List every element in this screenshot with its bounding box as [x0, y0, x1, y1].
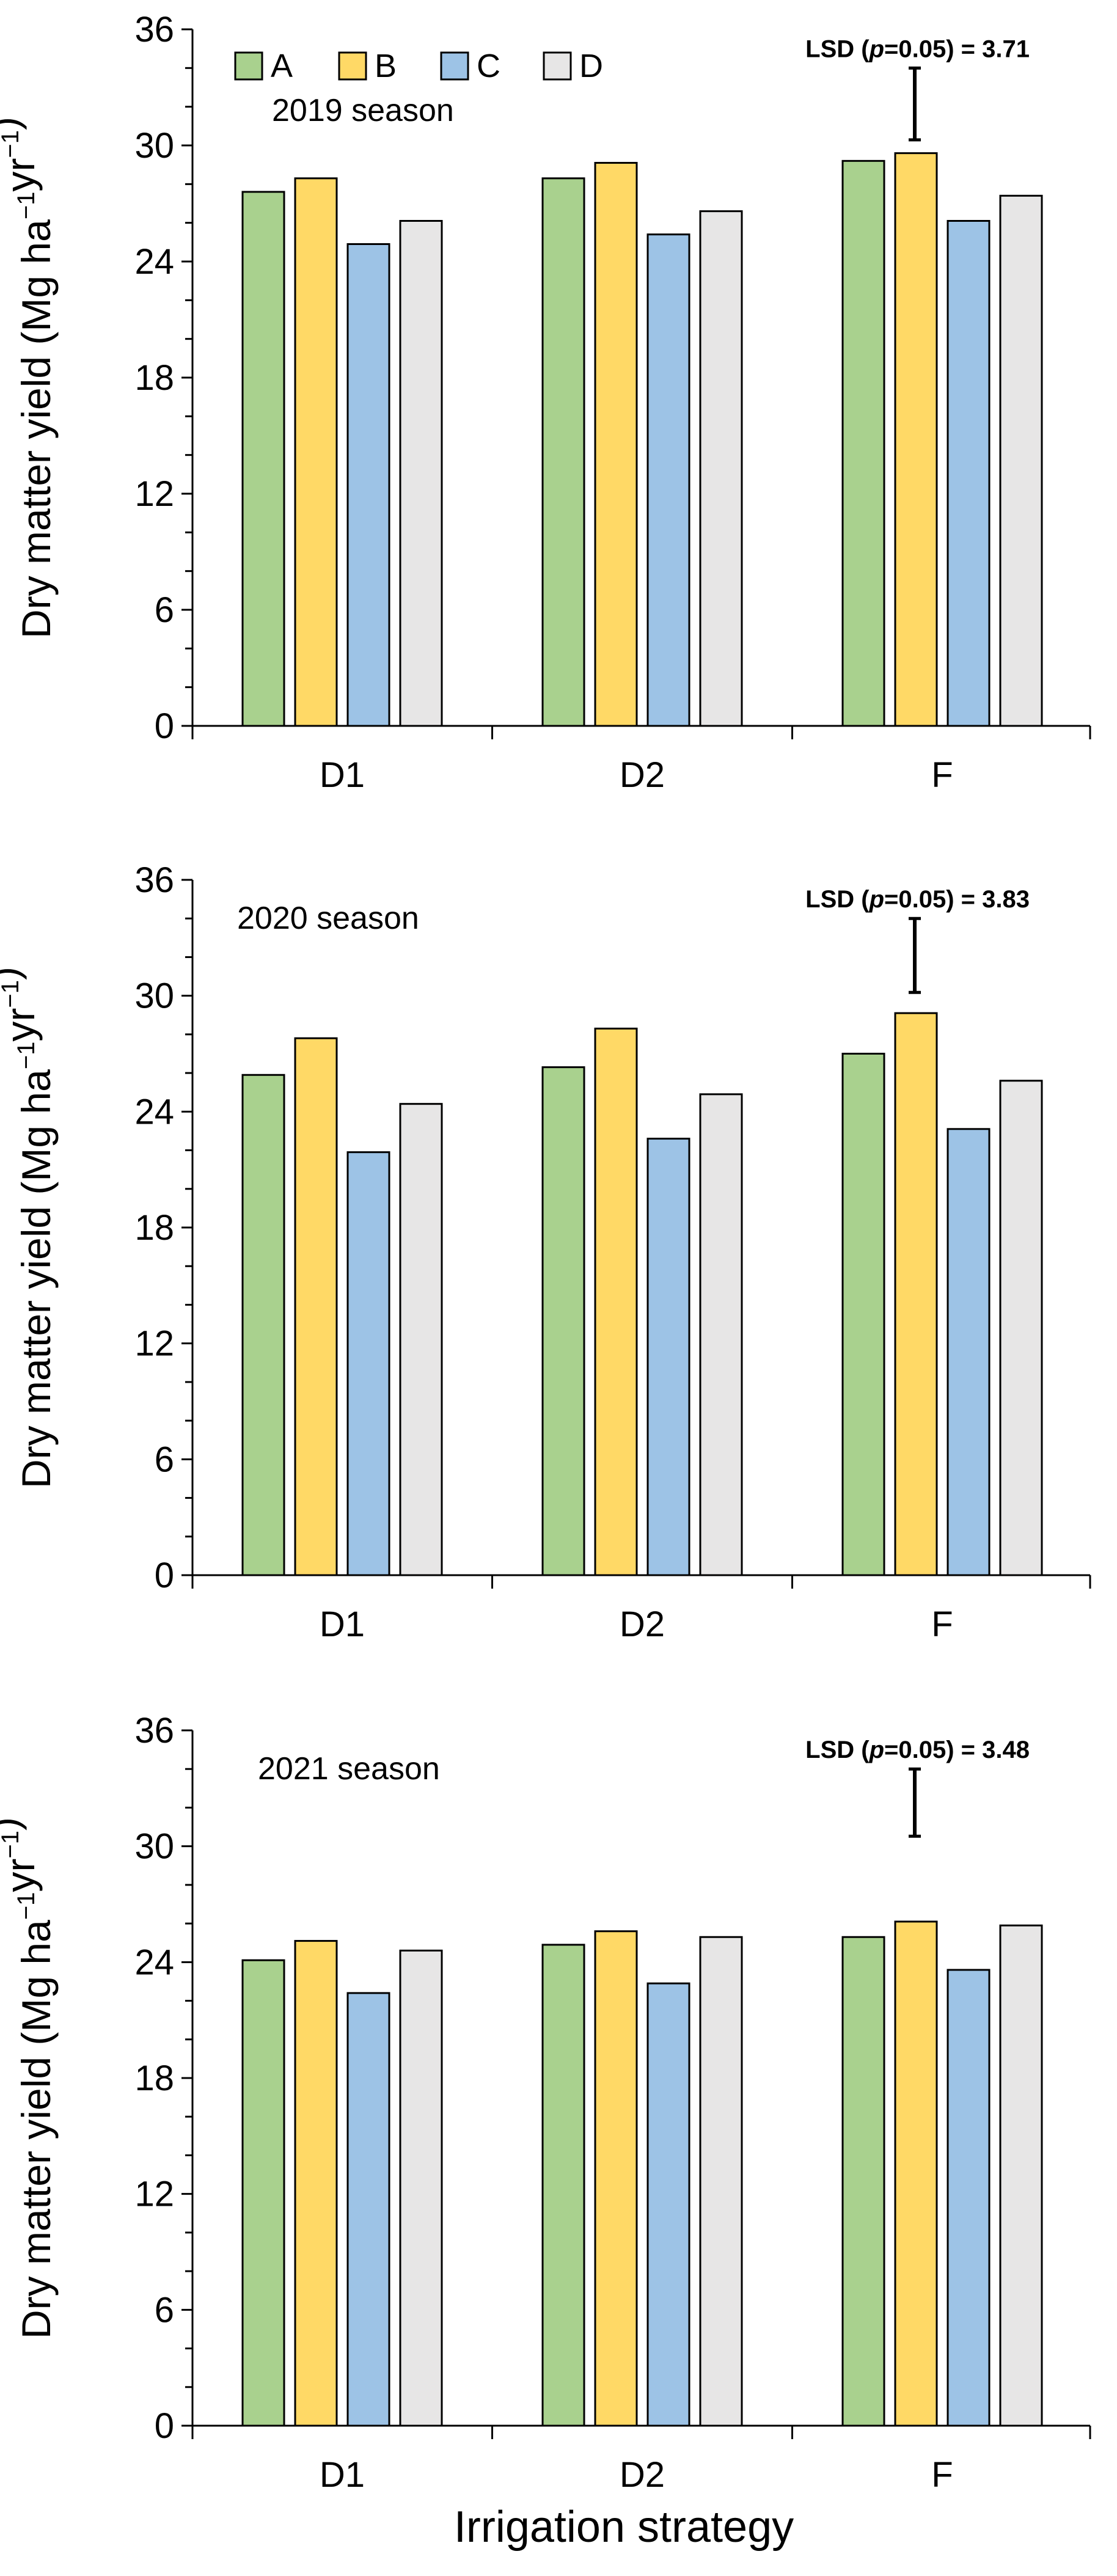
bar-B-F: [894, 1012, 938, 1576]
y-tick-label: 30: [134, 126, 174, 166]
x-tick-label: F: [931, 755, 953, 795]
y-tick-label: 18: [134, 2058, 174, 2098]
bar-C-D1: [346, 243, 390, 727]
legend-swatch-D: [543, 51, 572, 81]
y-tick-label: 24: [134, 1942, 174, 1982]
bar-C-F: [947, 1128, 991, 1576]
bar-C-D1: [346, 1992, 390, 2427]
bar-A-D2: [541, 1944, 585, 2427]
bar-C-D2: [646, 1138, 690, 1576]
season-label: 2021 season: [258, 1751, 440, 1787]
legend: A B C D: [234, 48, 603, 84]
legend-label-C: C: [477, 48, 500, 84]
legend-swatch-C: [440, 51, 469, 81]
x-axis-label: Irrigation strategy: [454, 2503, 794, 2552]
y-axis-label: Dry matter yield (Mg ha−1yr−1): [0, 967, 59, 1488]
x-tick-label: D2: [620, 755, 665, 795]
y-tick-label: 12: [134, 474, 174, 514]
bar-B-D2: [594, 1027, 638, 1576]
y-tick-label: 6: [155, 2290, 174, 2330]
y-tick-label: 24: [134, 1092, 174, 1132]
bar-B-D2: [594, 162, 638, 727]
lsd-label: LSD (p=0.05) = 3.83: [805, 886, 1030, 913]
bar-A-D1: [241, 1074, 285, 1576]
y-tick-label: 12: [134, 2175, 174, 2214]
y-tick-label: 36: [134, 860, 174, 900]
bar-D-D1: [399, 220, 443, 727]
lsd-label: LSD (p=0.05) = 3.48: [805, 1736, 1030, 1763]
bar-D-F: [999, 1924, 1043, 2427]
x-tick-label: D2: [620, 2455, 665, 2495]
chart-panel-3: 0 6 12 18 24 30 36 D1 D2 F Dry matter yield (Mg ha…: [0, 1711, 1091, 2495]
bar-D-D2: [699, 210, 743, 727]
legend-label-A: A: [271, 48, 293, 84]
bar-D-D1: [399, 1949, 443, 2427]
legend-label-B: B: [375, 48, 397, 84]
bar-D-D2: [699, 1093, 743, 1576]
bar-B-D1: [294, 1940, 338, 2427]
chart-panel-1: 0 6 12 18 24 30 36 D1 D2 F Dry matter yield (Mg ha…: [0, 10, 1091, 795]
bar-D-D1: [399, 1103, 443, 1576]
bar-C-F: [947, 1969, 991, 2427]
y-axis-label: Dry matter yield (Mg ha−1yr−1): [0, 1817, 59, 2339]
legend-swatch-A: [234, 51, 263, 81]
bar-D-D2: [699, 1936, 743, 2427]
bar-C-F: [947, 220, 991, 727]
bar-B-D1: [294, 177, 338, 727]
x-tick-label: F: [931, 1605, 953, 1644]
chart-panel-2: 0 6 12 18 24 30 36 D1 D2 F Dry matter yield (Mg ha…: [0, 860, 1091, 1644]
bar-B-F: [894, 1920, 938, 2427]
season-label: 2020 season: [237, 901, 419, 936]
x-tick-label: D2: [620, 1605, 665, 1644]
x-tick-label: F: [931, 2455, 953, 2495]
bar-A-F: [841, 1053, 885, 1576]
bar-C-D1: [346, 1151, 390, 1576]
y-tick-label: 36: [134, 10, 174, 49]
x-tick-label: D1: [320, 755, 365, 795]
bar-D-F: [999, 1080, 1043, 1576]
bar-A-D1: [241, 1959, 285, 2427]
bar-A-D2: [541, 177, 585, 727]
y-tick-label: 0: [155, 2406, 174, 2446]
y-tick-label: 12: [134, 1324, 174, 1364]
bar-A-F: [841, 159, 885, 727]
y-tick-label: 6: [155, 590, 174, 630]
legend-label-D: D: [579, 48, 603, 84]
y-tick-label: 24: [134, 242, 174, 282]
bar-D-F: [999, 194, 1043, 727]
y-tick-label: 6: [155, 1440, 174, 1479]
y-tick-label: 0: [155, 706, 174, 746]
y-tick-label: 18: [134, 358, 174, 398]
bar-A-D2: [541, 1066, 585, 1576]
y-tick-label: 0: [155, 1556, 174, 1595]
y-tick-label: 30: [134, 976, 174, 1016]
bar-A-F: [841, 1936, 885, 2427]
bar-B-D2: [594, 1930, 638, 2427]
y-axis-label: Dry matter yield (Mg ha−1yr−1): [0, 117, 59, 639]
lsd-label: LSD (p=0.05) = 3.71: [805, 35, 1030, 62]
y-tick-label: 18: [134, 1208, 174, 1248]
y-tick-label: 30: [134, 1827, 174, 1867]
bar-B-D1: [294, 1037, 338, 1576]
x-tick-label: D1: [320, 2455, 365, 2495]
x-tick-label: D1: [320, 1605, 365, 1644]
legend-swatch-B: [338, 51, 367, 81]
bar-C-D2: [646, 1982, 690, 2427]
bar-B-F: [894, 152, 938, 727]
y-tick-label: 36: [134, 1711, 174, 1751]
bar-C-D2: [646, 233, 690, 727]
bar-A-D1: [241, 191, 285, 727]
season-label: 2019 season: [272, 93, 454, 128]
